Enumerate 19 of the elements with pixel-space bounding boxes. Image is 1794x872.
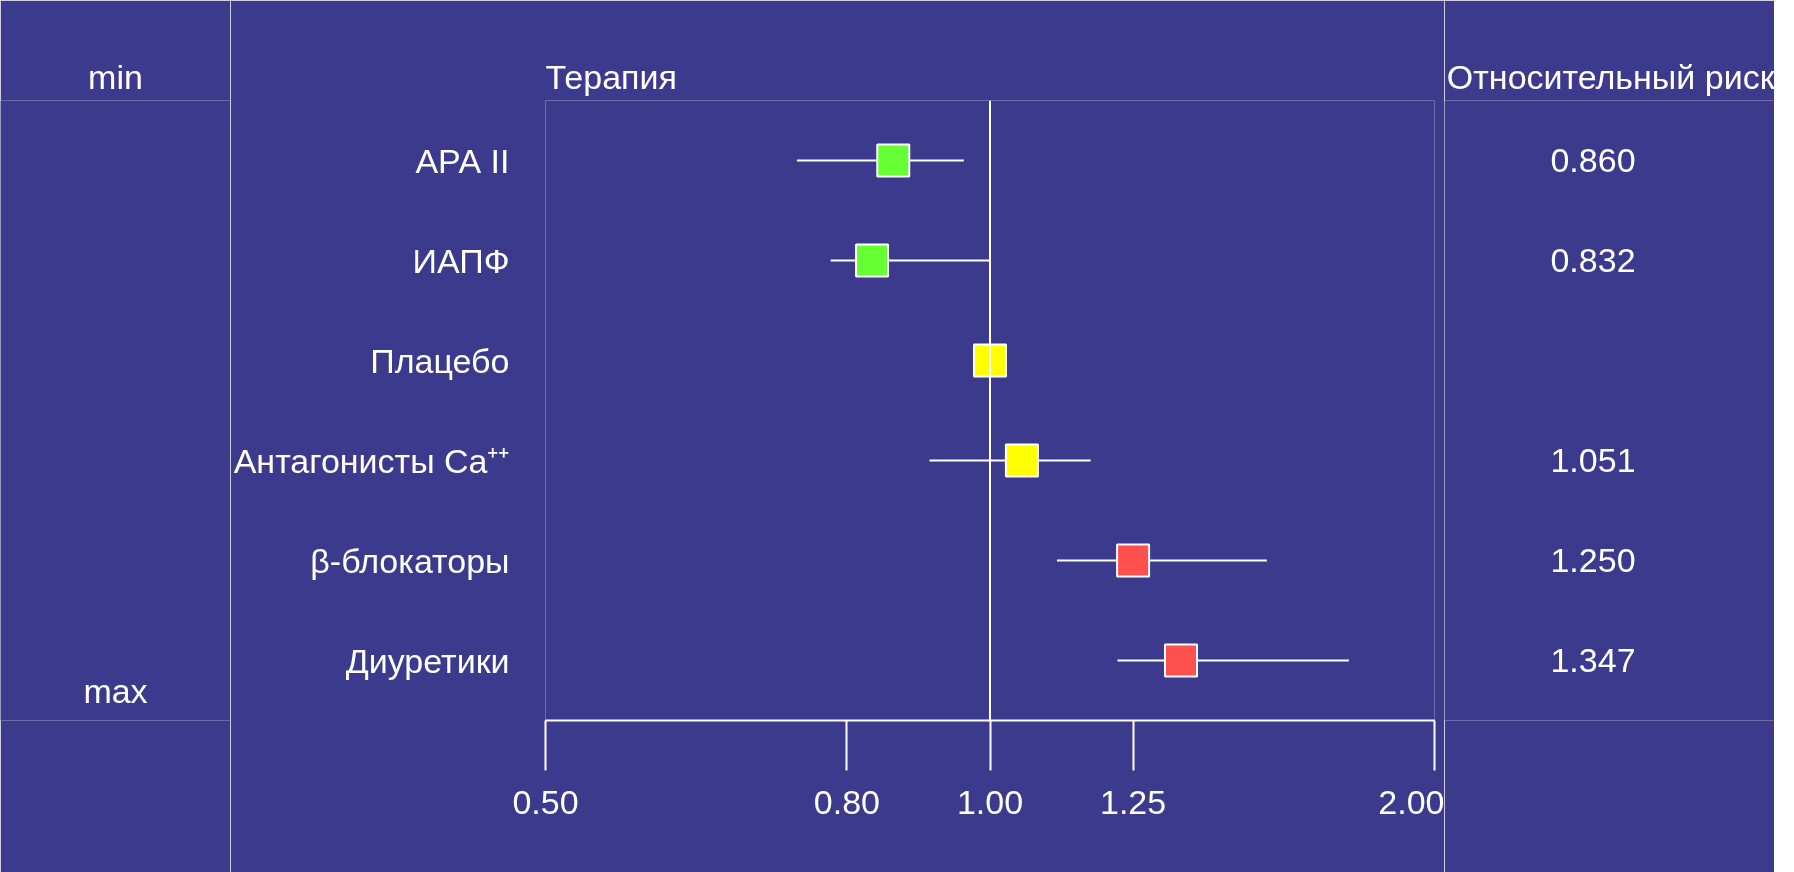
y-tick-label: ИАПФ: [412, 241, 510, 280]
y-tick-label: Антагонисты Ca⁺⁺: [233, 441, 510, 480]
x-tick-label: 0.80: [813, 782, 880, 821]
text: min: [88, 57, 143, 96]
x-tick-label: 0.50: [512, 782, 579, 821]
y-tick-label: Диуретики: [345, 641, 510, 680]
x-tick-label: 1.00: [956, 782, 1024, 821]
y-axis-title: Терапия: [545, 57, 677, 96]
x-tick-label: 2.00: [1378, 782, 1445, 821]
y-tick-label: β-блокаторы: [310, 541, 510, 580]
data-label: 0.832: [1550, 241, 1636, 279]
text: max: [83, 671, 148, 710]
data-label: 1.250: [1550, 541, 1636, 579]
data-label: 0.860: [1550, 141, 1636, 179]
y-tick-label: Плацебо: [370, 341, 510, 380]
data-label: 1.051: [1550, 441, 1636, 479]
x-tick-label: 1.25: [1100, 782, 1167, 821]
y-tick-label: АРА II: [415, 141, 510, 180]
data-label: 1.347: [1550, 641, 1636, 679]
